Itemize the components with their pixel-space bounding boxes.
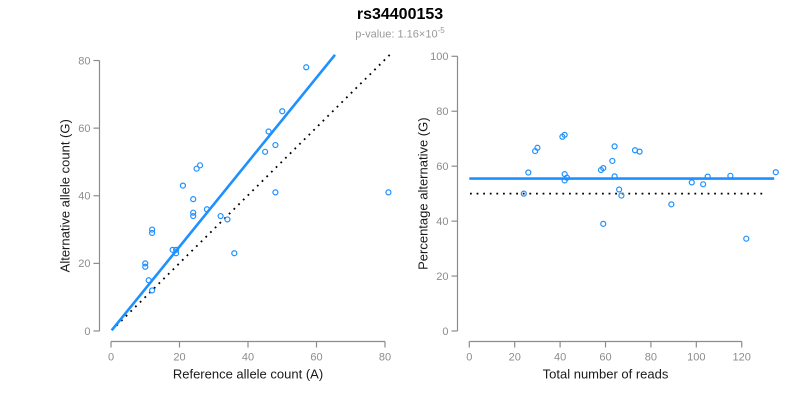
regression-line: [110, 53, 337, 332]
data-point: [385, 189, 392, 196]
data-point: [618, 192, 625, 199]
y-tick-label: 0: [442, 326, 448, 338]
y-tick-label: 80: [436, 106, 448, 118]
data-point: [525, 169, 532, 176]
data-point: [616, 186, 623, 193]
y-axis-title: Alternative allele count (G): [58, 119, 73, 272]
x-tick-label: 100: [687, 352, 705, 364]
data-point: [196, 162, 204, 169]
x-tick-label: 40: [554, 352, 566, 364]
x-tick-label: 0: [466, 352, 472, 364]
data-point: [561, 171, 568, 178]
data-point: [772, 169, 779, 176]
data-point: [272, 189, 279, 196]
y-tick-label: 0: [84, 326, 90, 338]
y-tick-label: 60: [436, 161, 448, 173]
data-point: [145, 277, 152, 284]
data-point: [559, 133, 566, 140]
x-tick-label: 40: [242, 352, 254, 364]
x-tick-label: 60: [599, 352, 611, 364]
x-tick-label: 20: [173, 352, 185, 364]
data-point: [727, 172, 734, 179]
y-tick-label: 40: [436, 216, 448, 228]
data-point: [203, 206, 210, 213]
data-point: [609, 157, 616, 165]
data-point: [142, 260, 149, 267]
data-point: [668, 201, 675, 208]
data-point: [611, 173, 618, 180]
data-point: [743, 235, 750, 242]
data-point: [561, 177, 568, 184]
data-point: [520, 190, 527, 197]
data-point: [149, 229, 156, 237]
data-point: [142, 263, 149, 270]
x-tick-label: 80: [645, 352, 657, 364]
data-point: [149, 226, 156, 233]
data-point: [179, 182, 187, 189]
y-tick-label: 80: [78, 55, 90, 67]
x-axis-title: Reference allele count (A): [173, 367, 323, 382]
y-tick-label: 100: [430, 51, 448, 63]
data-point: [272, 141, 279, 149]
data-point: [262, 148, 269, 155]
data-point: [597, 166, 605, 174]
y-axis-title: Percentage alternative (G): [416, 117, 431, 269]
data-point: [600, 220, 607, 227]
data-point: [611, 143, 618, 150]
data-point: [190, 196, 197, 203]
right-plot: 0 20 40 60 80 100 0 20 40 60 80 100 120 Total number …: [416, 51, 779, 382]
data-point: [149, 287, 156, 294]
y-tick-label: 20: [78, 258, 90, 270]
x-axis-title: Total number of reads: [543, 367, 669, 382]
data-point: [190, 209, 197, 216]
data-point: [172, 250, 180, 257]
x-tick-label: 0: [108, 352, 114, 364]
data-point: [700, 181, 707, 188]
data-point: [169, 246, 176, 253]
y-tick-label: 20: [436, 271, 448, 283]
data-point: [631, 147, 639, 154]
y-tick-label: 40: [78, 191, 90, 203]
data-point: [704, 173, 711, 180]
left-plot: 0 20 40 60 80 0 20 40 60 80 Reference allele count…: [58, 53, 392, 382]
data-point: [265, 128, 272, 135]
data-point: [532, 147, 539, 155]
data-point: [279, 108, 286, 115]
data-point: [193, 165, 200, 172]
data-point: [217, 212, 224, 220]
x-tick-label: 20: [509, 352, 521, 364]
data-point: [190, 212, 197, 220]
x-tick-label: 120: [733, 352, 751, 364]
x-tick-label: 60: [310, 352, 322, 364]
data-point: [224, 216, 231, 223]
data-point: [231, 250, 238, 257]
data-point: [303, 64, 310, 71]
data-point: [688, 179, 695, 186]
x-tick-label: 80: [379, 352, 391, 364]
data-point: [172, 246, 180, 253]
y-tick-label: 60: [78, 123, 90, 135]
identity-line: [115, 53, 391, 327]
